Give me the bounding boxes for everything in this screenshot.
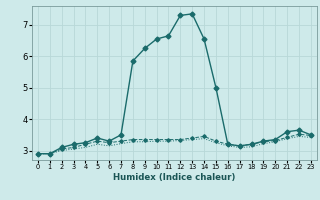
X-axis label: Humidex (Indice chaleur): Humidex (Indice chaleur) — [113, 173, 236, 182]
